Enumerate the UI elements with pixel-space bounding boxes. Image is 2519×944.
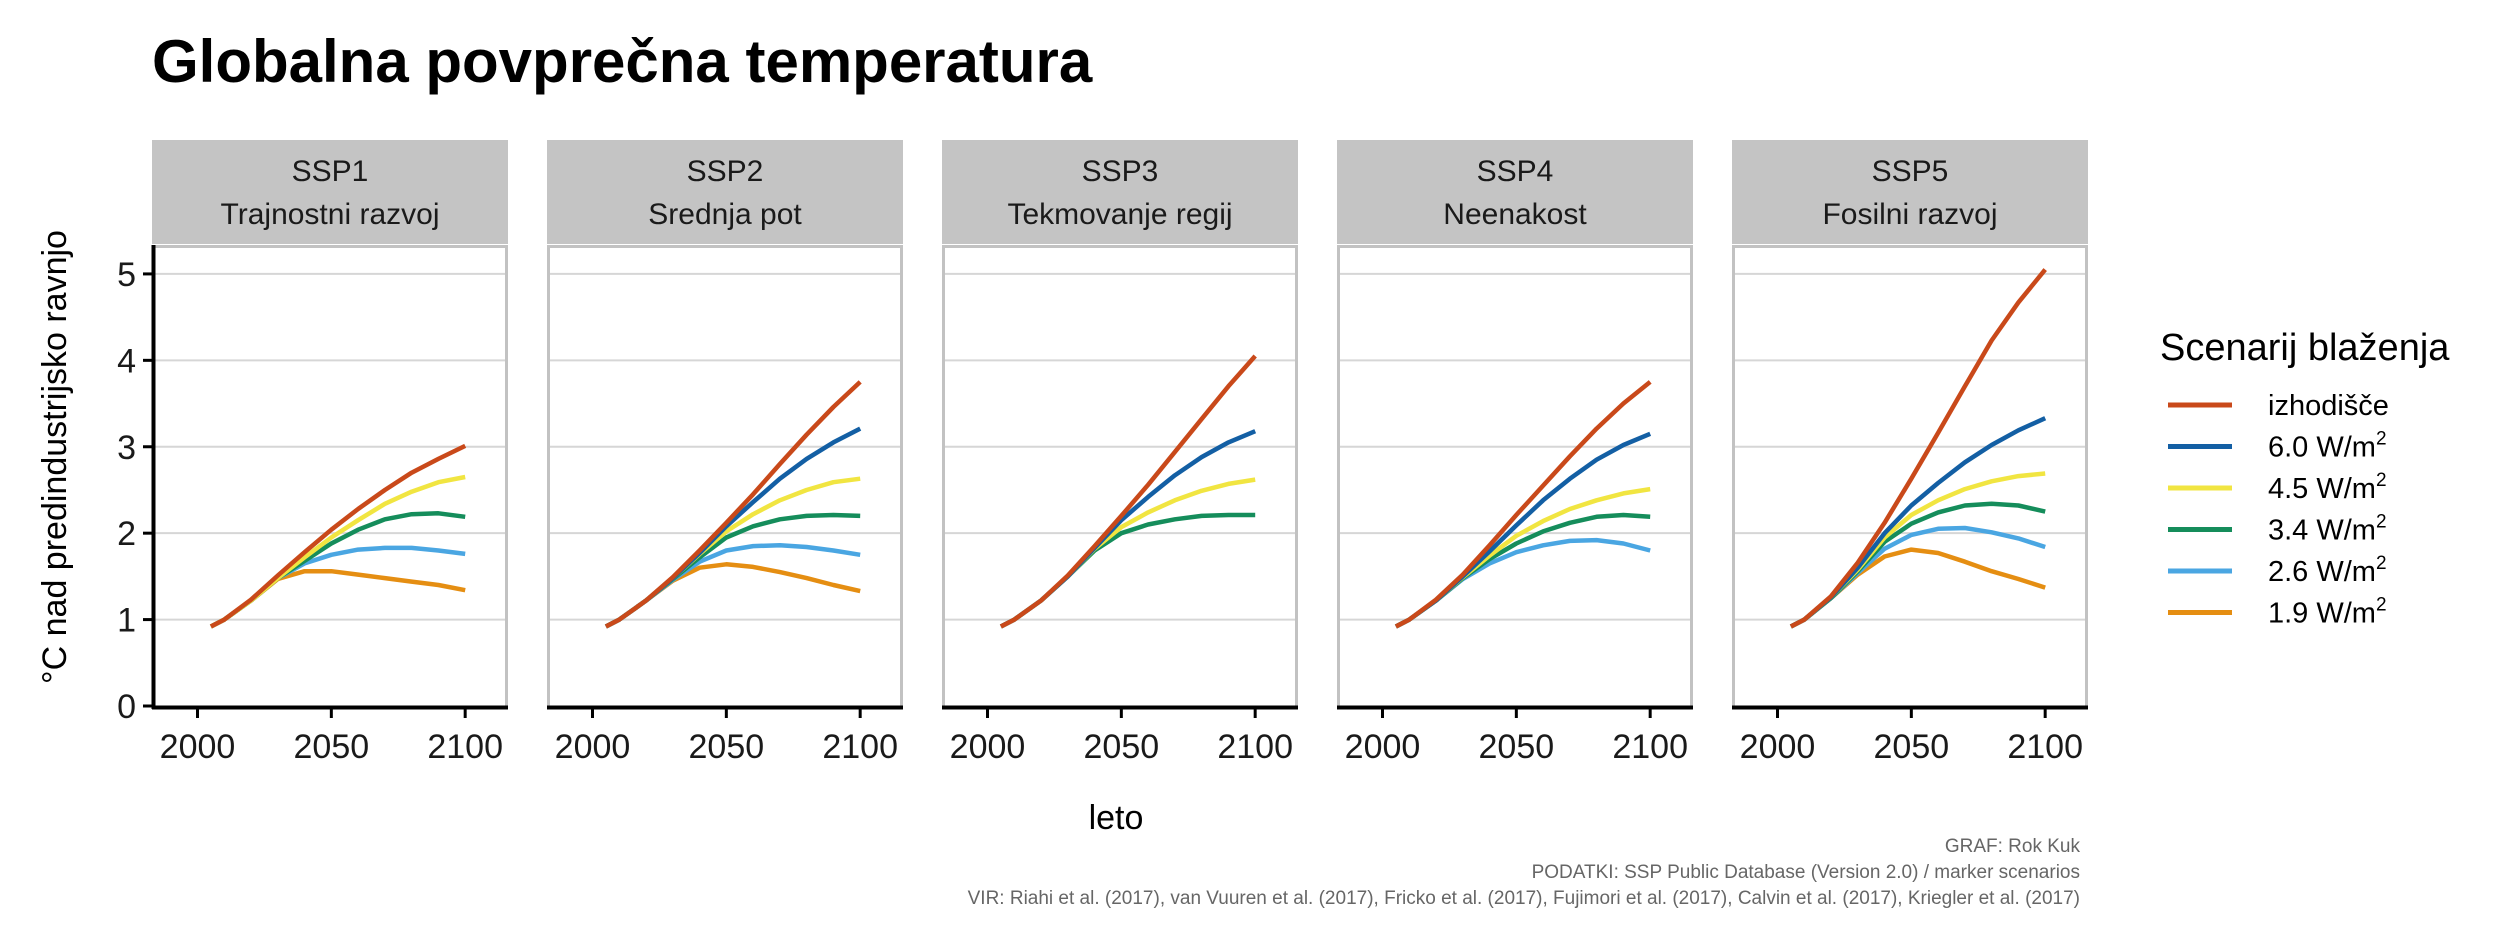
panel-ssp1: SSP1 Trajnostni razvoj 2000 2050 2100 <box>152 140 508 766</box>
series-line-1-9 <box>1789 547 2046 629</box>
panel-strip <box>1732 140 2088 244</box>
x-tick-label: 2050 <box>1874 728 1950 766</box>
x-tick-label: 2100 <box>822 728 898 766</box>
x-tick-label: 2100 <box>1217 728 1293 766</box>
legend-entry-6-0: 6.0 W/m2 <box>2168 429 2387 464</box>
y-tick-label: 1 <box>117 602 136 640</box>
panel-strip <box>547 140 903 244</box>
panel-strip <box>942 140 1298 244</box>
facet-panels: SSP1 Trajnostni razvoj 2000 2050 2100 SSP2 Sre… <box>152 140 2088 766</box>
x-tick-label: 2100 <box>427 728 503 766</box>
panel-strip-sublabel: Fosilni razvoj <box>1822 198 1997 231</box>
series-line-3-4 <box>999 512 1256 629</box>
legend-title: Scenarij blaženja <box>2160 327 2450 369</box>
panel-strip-label: SSP3 <box>1082 155 1159 188</box>
x-tick-label: 2000 <box>160 728 236 766</box>
series-line-baseline <box>209 443 467 629</box>
panel-strip-label: SSP1 <box>292 155 369 188</box>
series-line-baseline <box>604 380 862 629</box>
caption-data-source: PODATKI: SSP Public Database (Version 2.… <box>1532 862 2080 883</box>
panel-strip <box>1337 140 1693 244</box>
x-tick-label: 2100 <box>1612 728 1688 766</box>
x-tick-label: 2000 <box>1345 728 1421 766</box>
caption-references: VIR: Riahi et al. (2017), van Vuuren et … <box>968 888 2080 909</box>
x-tick-label: 2050 <box>294 728 370 766</box>
series-line-baseline <box>1394 380 1652 629</box>
x-tick-label: 2050 <box>689 728 765 766</box>
panel-ssp3: SSP3 Tekmovanje regij 2000 2050 2100 <box>942 140 1298 766</box>
legend-entry-4-5: 4.5 W/m2 <box>2168 470 2387 505</box>
panel-ssp2: SSP2 Srednja pot 2000 2050 2100 <box>547 140 903 766</box>
panel-strip-label: SSP5 <box>1872 155 1949 188</box>
y-tick-label: 3 <box>117 429 136 467</box>
y-axis: 0 1 2 3 4 5 <box>117 245 156 726</box>
series-line-3-4 <box>604 512 861 629</box>
legend-label: 4.5 W/m2 <box>2268 470 2387 505</box>
legend-entry-2-6: 2.6 W/m2 <box>2168 553 2387 588</box>
legend-label: 6.0 W/m2 <box>2268 429 2387 464</box>
series-line-2-6 <box>1394 537 1651 629</box>
x-tick-label: 2050 <box>1479 728 1555 766</box>
x-tick-label: 2000 <box>950 728 1026 766</box>
y-axis-title: °C nad predindustrijsko ravnjo <box>36 230 74 684</box>
x-tick-label: 2000 <box>1740 728 1816 766</box>
series-line-1-9 <box>604 562 861 629</box>
series-line-2-6 <box>209 545 466 629</box>
panel-strip-sublabel: Neenakost <box>1443 198 1587 231</box>
legend-entry-3-4: 3.4 W/m2 <box>2168 512 2387 547</box>
legend-label: 1.9 W/m2 <box>2268 595 2387 630</box>
y-tick-label: 2 <box>117 515 136 553</box>
panel-strip <box>152 140 508 244</box>
legend-label: 3.4 W/m2 <box>2268 512 2387 547</box>
caption: GRAF: Rok Kuk PODATKI: SSP Public Databa… <box>968 836 2081 909</box>
chart-title: Globalna povprečna temperatura <box>152 28 1093 95</box>
legend-entries: izhodišče 6.0 W/m2 4.5 W/m2 3.4 W/m2 2.6 W/m… <box>2168 390 2389 630</box>
x-axis-title: leto <box>1089 799 1144 837</box>
panel-strip-sublabel: Srednja pot <box>648 198 802 231</box>
legend-label: izhodišče <box>2268 390 2389 422</box>
y-tick-label: 4 <box>117 342 136 380</box>
series-line-2-6 <box>604 543 861 629</box>
panel-ssp5: SSP5 Fosilni razvoj 2000 2050 2100 <box>1732 140 2088 766</box>
legend-entry-1-9: 1.9 W/m2 <box>2168 595 2387 630</box>
x-tick-label: 2050 <box>1084 728 1160 766</box>
panel-strip-label: SSP2 <box>687 155 764 188</box>
caption-graph-credit: GRAF: Rok Kuk <box>1945 836 2081 857</box>
legend-label: 2.6 W/m2 <box>2268 553 2387 588</box>
panel-ssp4: SSP4 Neenakost 2000 2050 2100 <box>1337 140 1693 766</box>
y-tick-label: 5 <box>117 256 136 294</box>
panel-strip-sublabel: Trajnostni razvoj <box>221 198 440 231</box>
series-line-3-4 <box>1789 501 2046 629</box>
legend-entry-baseline: izhodišče <box>2168 390 2389 422</box>
panel-strip-label: SSP4 <box>1477 155 1554 188</box>
series-line-baseline <box>1789 268 2047 629</box>
x-tick-label: 2100 <box>2007 728 2083 766</box>
y-tick-label: 0 <box>117 688 136 726</box>
legend: Scenarij blaženja izhodišče 6.0 W/m2 4.5 W… <box>2160 327 2450 630</box>
panel-strip-sublabel: Tekmovanje regij <box>1007 198 1232 231</box>
x-tick-label: 2000 <box>555 728 631 766</box>
series-line-baseline <box>999 354 1257 629</box>
